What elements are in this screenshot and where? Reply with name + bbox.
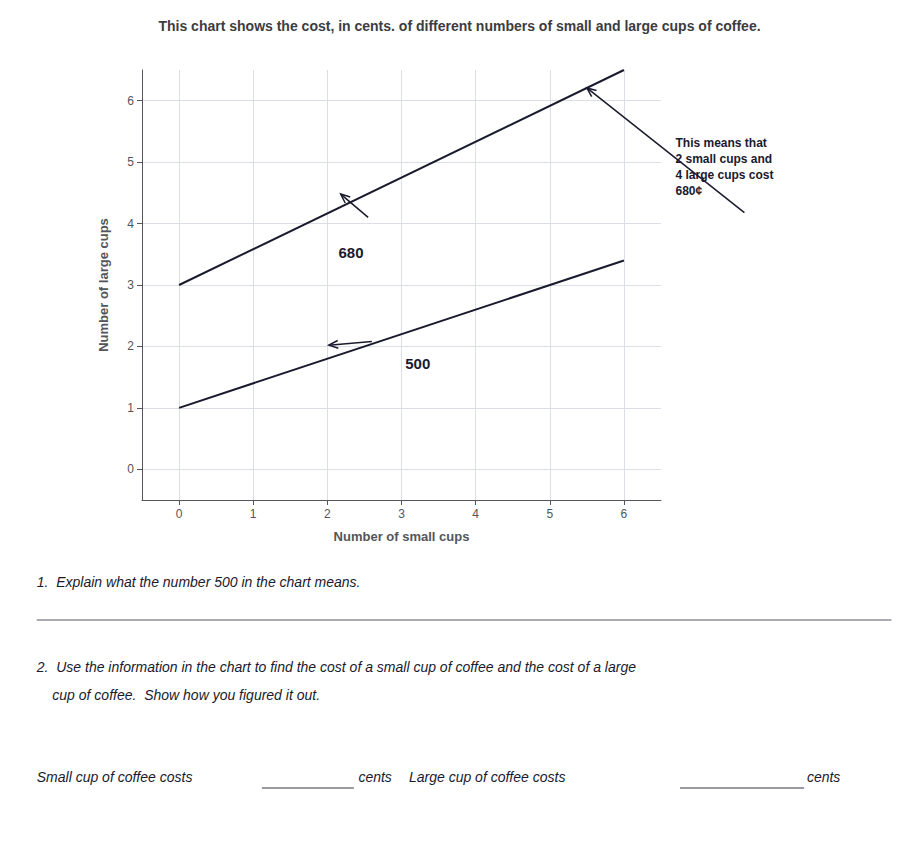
svg-text:cup of coffee. Show how you f: cup of coffee. Show how you figured it o… bbox=[37, 687, 320, 703]
svg-text:Small cup of coffee costs: Small cup of coffee costs bbox=[37, 769, 193, 785]
svg-text:1. Explain what the number 50: 1. Explain what the number 500 in the ch… bbox=[37, 574, 361, 590]
svg-text:cents: cents bbox=[358, 769, 391, 785]
svg-text:1: 1 bbox=[250, 507, 257, 521]
svg-text:4: 4 bbox=[472, 507, 479, 521]
svg-text:2: 2 bbox=[127, 339, 134, 353]
svg-text:0: 0 bbox=[176, 507, 183, 521]
svg-text:2. Use the information in the: 2. Use the information in the chart to f… bbox=[36, 659, 636, 675]
svg-text:1: 1 bbox=[127, 401, 134, 415]
svg-text:Number of large cups: Number of large cups bbox=[96, 218, 111, 352]
svg-text:6: 6 bbox=[127, 94, 134, 108]
svg-text:3: 3 bbox=[127, 278, 134, 292]
svg-text:2 small cups and: 2 small cups and bbox=[675, 152, 772, 166]
svg-text:680¢: 680¢ bbox=[675, 184, 702, 198]
svg-text:cents: cents bbox=[807, 769, 840, 785]
svg-text:This chart shows the cost, in: This chart shows the cost, in cents. of … bbox=[158, 18, 760, 34]
svg-text:This means that: This means that bbox=[675, 136, 766, 150]
svg-text:5: 5 bbox=[127, 155, 134, 169]
svg-text:5: 5 bbox=[546, 507, 553, 521]
svg-text:680: 680 bbox=[338, 244, 363, 261]
svg-text:4: 4 bbox=[127, 217, 134, 231]
svg-text:2: 2 bbox=[324, 507, 331, 521]
svg-text:0: 0 bbox=[127, 462, 134, 476]
svg-text:3: 3 bbox=[398, 507, 405, 521]
svg-text:Large cup of coffee costs: Large cup of coffee costs bbox=[409, 769, 565, 785]
svg-text:Number of small cups: Number of small cups bbox=[334, 529, 470, 544]
svg-text:500: 500 bbox=[405, 355, 430, 372]
svg-text:4 large cups cost: 4 large cups cost bbox=[675, 167, 774, 182]
svg-text:6: 6 bbox=[621, 507, 628, 521]
